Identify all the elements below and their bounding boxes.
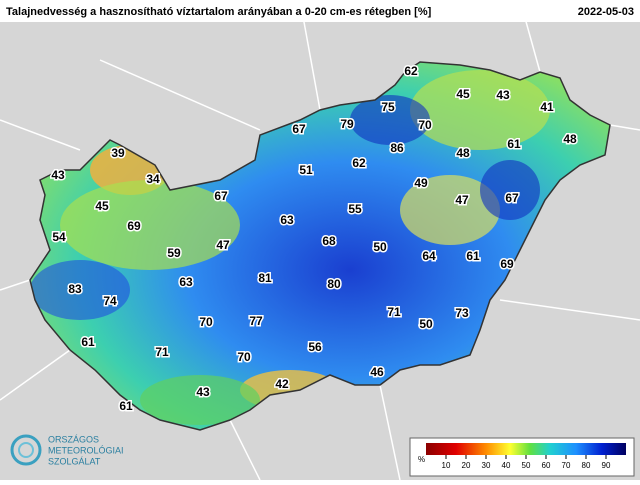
station-value: 70 — [418, 118, 432, 132]
logo-text: METEOROLÓGIAI — [48, 445, 124, 455]
station-value: 62 — [352, 156, 366, 170]
title-bar — [0, 0, 640, 22]
date: 2022-05-03 — [578, 6, 634, 18]
station-value: 42 — [275, 377, 289, 391]
station-value: 34 — [146, 172, 160, 186]
station-value: 48 — [456, 146, 470, 160]
station-value: 67 — [214, 189, 228, 203]
legend-tick-label: 30 — [482, 461, 491, 470]
station-value: 43 — [196, 385, 210, 399]
station-value: 67 — [505, 191, 519, 205]
legend-tick-label: 10 — [442, 461, 451, 470]
legend-tick-label: 60 — [542, 461, 551, 470]
station-value: 70 — [199, 315, 213, 329]
station-value: 56 — [308, 340, 322, 354]
station-value: 83 — [68, 282, 82, 296]
station-value: 48 — [563, 132, 577, 146]
legend-tick-label: 70 — [562, 461, 571, 470]
legend-tick-label: 40 — [502, 461, 511, 470]
station-value: 73 — [455, 306, 469, 320]
station-value: 61 — [81, 335, 95, 349]
station-value: 45 — [95, 199, 109, 213]
station-value: 50 — [419, 317, 433, 331]
station-value: 64 — [422, 249, 436, 263]
station-value: 68 — [322, 234, 336, 248]
station-value: 63 — [280, 213, 294, 227]
title: Talajnedvesség a hasznosítható víztartal… — [6, 6, 432, 18]
logo: ORSZÁGOS METEOROLÓGIAI SZOLGÁLAT — [10, 434, 124, 466]
station-value: 62 — [404, 64, 418, 78]
legend-tick-label: 20 — [462, 461, 471, 470]
station-value: 49 — [414, 176, 428, 190]
station-value: 80 — [327, 277, 341, 291]
station-value: 43 — [51, 168, 65, 182]
station-value: 55 — [348, 202, 362, 216]
station-value: 69 — [127, 219, 141, 233]
station-value: 79 — [340, 117, 354, 131]
legend-tick-label: 90 — [602, 461, 611, 470]
station-value: 70 — [237, 350, 251, 364]
station-value: 47 — [455, 193, 469, 207]
legend-unit: % — [418, 455, 425, 464]
station-value: 51 — [299, 163, 313, 177]
station-value: 46 — [370, 365, 384, 379]
station-value: 43 — [496, 88, 510, 102]
colorbar — [426, 443, 626, 455]
station-value: 69 — [500, 257, 514, 271]
logo-text: SZOLGÁLAT — [48, 456, 101, 466]
legend-tick-label: 50 — [522, 461, 531, 470]
station-value: 59 — [167, 246, 181, 260]
station-value: 61 — [119, 399, 133, 413]
station-value: 71 — [155, 345, 169, 359]
legend-tick-label: 80 — [582, 461, 591, 470]
station-value: 45 — [456, 87, 470, 101]
station-value: 61 — [507, 137, 521, 151]
station-value: 54 — [52, 230, 66, 244]
station-value: 75 — [381, 100, 395, 114]
station-value: 63 — [179, 275, 193, 289]
station-value: 41 — [540, 100, 554, 114]
station-value: 47 — [216, 238, 230, 252]
logo-text: ORSZÁGOS — [48, 434, 99, 444]
station-value: 81 — [258, 271, 272, 285]
station-value: 74 — [103, 294, 117, 308]
station-value: 71 — [387, 305, 401, 319]
station-value: 77 — [249, 314, 263, 328]
station-value: 86 — [390, 141, 404, 155]
station-value: 61 — [466, 249, 480, 263]
station-value: 50 — [373, 240, 387, 254]
station-value: 67 — [292, 122, 306, 136]
station-value: 39 — [111, 146, 125, 160]
